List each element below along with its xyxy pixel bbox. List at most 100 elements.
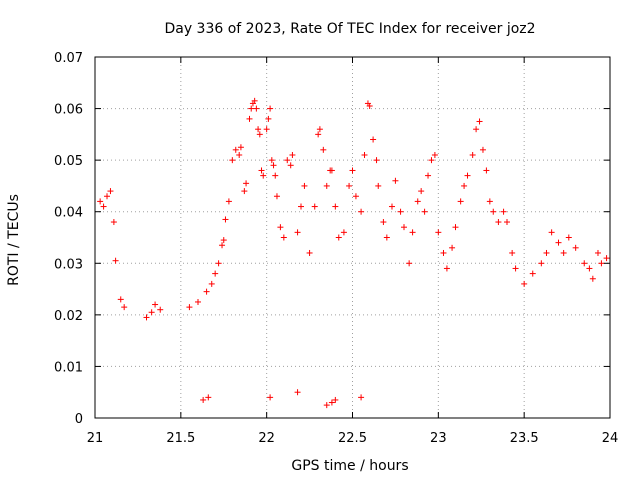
x-tick-label: 21.5	[166, 431, 195, 446]
axis-ticks: 21 21.5 22 22.5 23 23.5 24 0 0.01 0.02 0.03 0.04 0.0…	[54, 51, 618, 446]
data-point	[323, 402, 330, 409]
data-point	[320, 146, 327, 153]
data-point	[375, 182, 382, 189]
data-point	[504, 219, 510, 226]
data-point	[589, 275, 596, 282]
data-point	[586, 265, 593, 272]
data-point	[392, 177, 399, 184]
data-point	[335, 234, 342, 241]
data-point	[284, 157, 291, 164]
data-point	[603, 255, 610, 262]
data-point	[328, 399, 335, 406]
y-axis-title: ROTI / TECUs	[6, 194, 22, 286]
x-tick-label: 23	[430, 431, 447, 446]
data-point	[152, 301, 159, 308]
data-point	[361, 151, 368, 158]
data-point	[479, 146, 486, 153]
data-point	[452, 224, 459, 231]
x-tick-label: 22.5	[338, 431, 367, 446]
data-point	[486, 198, 493, 205]
data-point	[323, 182, 330, 189]
data-point	[110, 219, 117, 226]
data-point	[241, 188, 248, 195]
data-point	[473, 126, 480, 133]
data-point	[258, 167, 265, 174]
data-point	[388, 203, 395, 210]
data-point	[256, 131, 263, 138]
data-point	[332, 203, 339, 210]
data-point	[100, 203, 107, 210]
data-point	[212, 270, 219, 277]
data-point	[195, 298, 201, 305]
y-tick-label: 0.05	[54, 154, 83, 169]
data-point	[97, 198, 104, 205]
data-point	[555, 239, 562, 246]
data-point	[243, 180, 250, 187]
data-point	[349, 167, 356, 174]
data-point	[406, 260, 413, 267]
data-points	[97, 97, 610, 409]
data-point	[253, 105, 260, 112]
grid	[95, 57, 610, 418]
data-point	[529, 270, 536, 277]
data-point	[273, 193, 280, 200]
data-point	[294, 229, 301, 236]
y-tick-label: 0.01	[54, 360, 83, 375]
data-point	[287, 162, 294, 169]
data-point	[248, 105, 255, 112]
data-point	[219, 242, 226, 249]
x-tick-label: 21	[87, 431, 104, 446]
data-point	[548, 229, 555, 236]
data-point	[301, 182, 308, 189]
data-point	[383, 234, 390, 241]
data-point	[280, 234, 287, 241]
data-point	[572, 244, 579, 251]
data-point	[225, 198, 232, 205]
data-point	[397, 208, 404, 215]
data-point	[277, 224, 284, 231]
data-point	[565, 234, 572, 241]
chart-title: Day 336 of 2023, Rate Of TEC Index for r…	[164, 21, 535, 37]
data-point	[267, 394, 274, 401]
data-point	[260, 172, 267, 179]
data-point	[512, 265, 519, 272]
data-point	[270, 162, 277, 169]
data-point	[311, 203, 318, 210]
data-point	[428, 157, 435, 164]
data-point	[409, 229, 416, 236]
data-point	[380, 219, 387, 226]
y-tick-label: 0.07	[54, 51, 83, 66]
y-tick-label: 0.06	[54, 103, 83, 118]
data-point	[346, 182, 353, 189]
data-point	[483, 167, 490, 174]
data-point	[112, 257, 119, 264]
data-point	[332, 396, 339, 403]
data-point	[222, 216, 229, 223]
data-point	[421, 208, 428, 215]
x-tick-label: 22	[258, 431, 275, 446]
data-point	[560, 249, 567, 256]
data-point	[265, 115, 272, 122]
data-point	[538, 260, 545, 267]
y-tick-label: 0.02	[54, 309, 83, 324]
data-point	[107, 188, 114, 195]
data-point	[490, 208, 497, 215]
data-point	[220, 237, 227, 244]
data-point	[425, 172, 432, 179]
data-point	[104, 193, 111, 200]
data-point	[236, 151, 243, 158]
data-point	[461, 182, 468, 189]
data-point	[449, 244, 456, 251]
data-point	[366, 102, 373, 109]
data-point	[215, 260, 222, 267]
data-point	[117, 296, 124, 303]
data-point	[469, 151, 476, 158]
data-point	[263, 126, 270, 133]
data-point	[440, 249, 447, 256]
y-tick-label: 0.03	[54, 257, 83, 272]
data-point	[294, 389, 301, 396]
data-point	[594, 249, 601, 256]
data-point	[255, 126, 262, 133]
data-point	[443, 265, 450, 272]
